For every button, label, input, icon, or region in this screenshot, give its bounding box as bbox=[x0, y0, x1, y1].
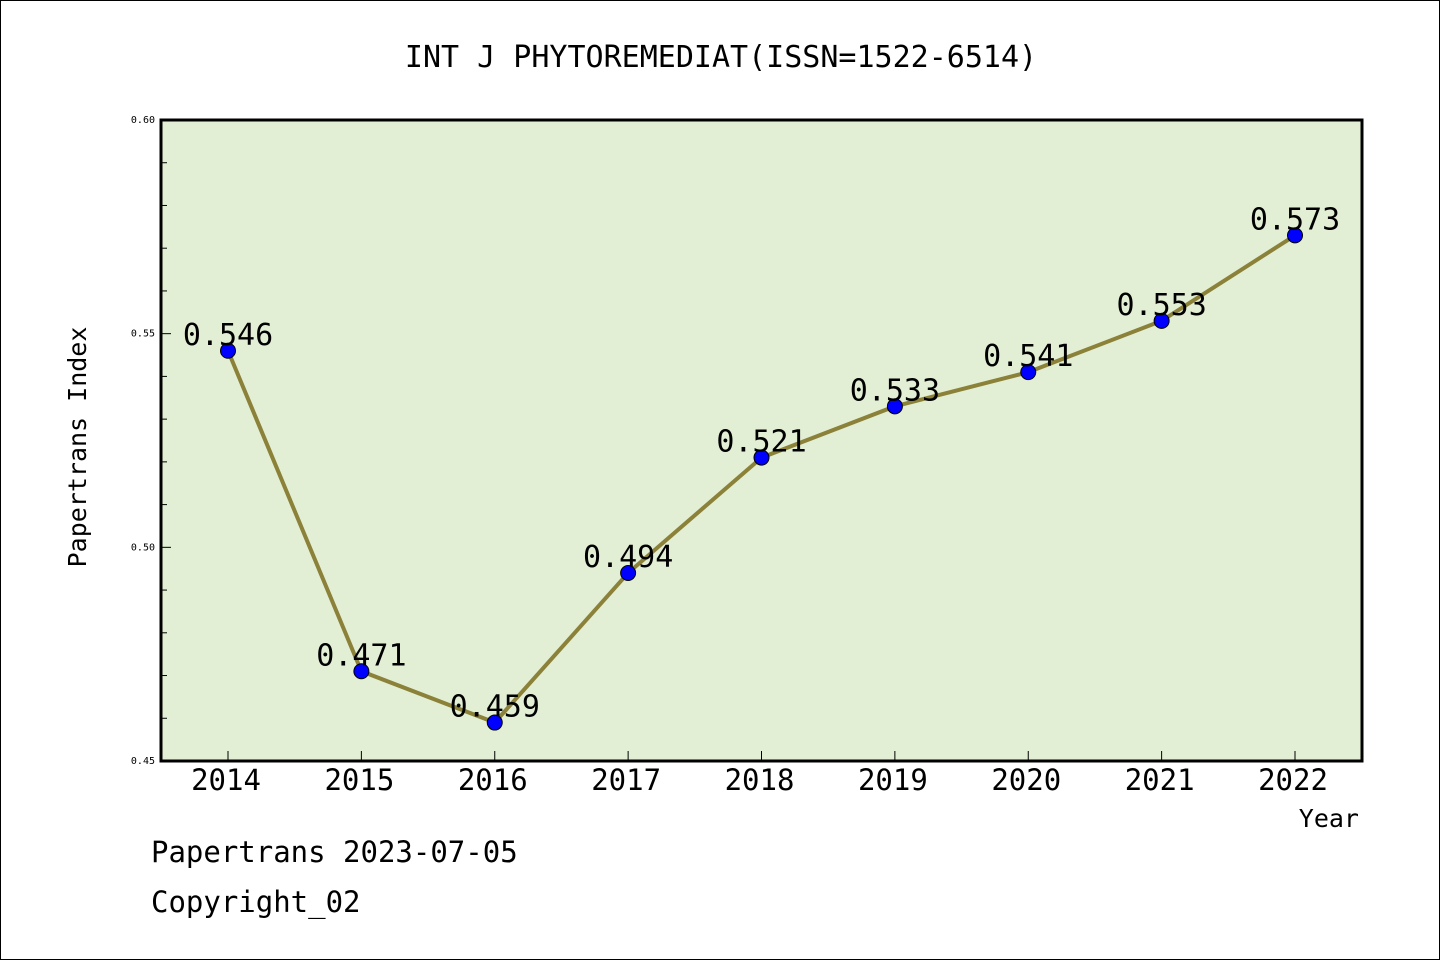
y-axis-label: Papertrans Index bbox=[63, 327, 92, 568]
plot-area bbox=[159, 118, 1364, 763]
series-layer: 0.546 0.471 0.459 0.494 0.521 0.533 0.541 0.553… bbox=[183, 202, 1340, 731]
x-tick-label: 2015 bbox=[324, 763, 394, 797]
data-label: 0.573 bbox=[1250, 202, 1340, 237]
y-tick-label: 0.50 bbox=[131, 542, 155, 553]
data-label: 0.459 bbox=[450, 690, 540, 725]
y-tick-label: 0.55 bbox=[131, 329, 155, 340]
data-label: 0.533 bbox=[850, 373, 940, 408]
y-axis: 0.45 0.50 0.55 0.60 bbox=[131, 115, 171, 767]
data-point bbox=[1287, 227, 1303, 244]
data-label: 0.553 bbox=[1116, 288, 1206, 323]
data-point bbox=[1020, 364, 1037, 381]
x-tick-label: 2022 bbox=[1258, 763, 1328, 797]
x-tick-label: 2018 bbox=[725, 763, 795, 797]
data-label: 0.494 bbox=[583, 540, 673, 575]
data-point bbox=[753, 449, 770, 466]
data-point bbox=[886, 398, 903, 415]
y-tick-label: 0.45 bbox=[131, 756, 155, 767]
data-point bbox=[220, 342, 236, 359]
data-label: 0.471 bbox=[316, 638, 406, 673]
data-label: 0.521 bbox=[716, 425, 806, 460]
data-point bbox=[620, 564, 637, 581]
footer-copyright: Copyright_02 bbox=[151, 885, 361, 919]
data-point bbox=[486, 714, 503, 731]
data-label: 0.541 bbox=[983, 339, 1073, 374]
x-tick-label: 2019 bbox=[858, 763, 928, 797]
chart-title: INT J PHYTOREMEDIAT(ISSN=1522-6514) bbox=[405, 40, 1037, 75]
x-tick-label: 2020 bbox=[991, 763, 1061, 797]
x-axis: 2014 2015 2016 2017 2018 2019 2020 2021 2022 bbox=[191, 751, 1328, 797]
y-tick-label: 0.60 bbox=[131, 115, 155, 126]
x-tick-label: 2021 bbox=[1125, 763, 1195, 797]
x-tick-label: 2016 bbox=[458, 763, 528, 797]
x-tick-label: 2017 bbox=[591, 763, 661, 797]
data-point bbox=[1153, 312, 1170, 329]
data-label: 0.546 bbox=[183, 318, 273, 353]
data-point bbox=[353, 663, 370, 680]
footer-date: Papertrans 2023-07-05 bbox=[151, 835, 518, 869]
x-axis-label: Year bbox=[1299, 804, 1359, 833]
x-tick-label: 2014 bbox=[191, 763, 261, 797]
